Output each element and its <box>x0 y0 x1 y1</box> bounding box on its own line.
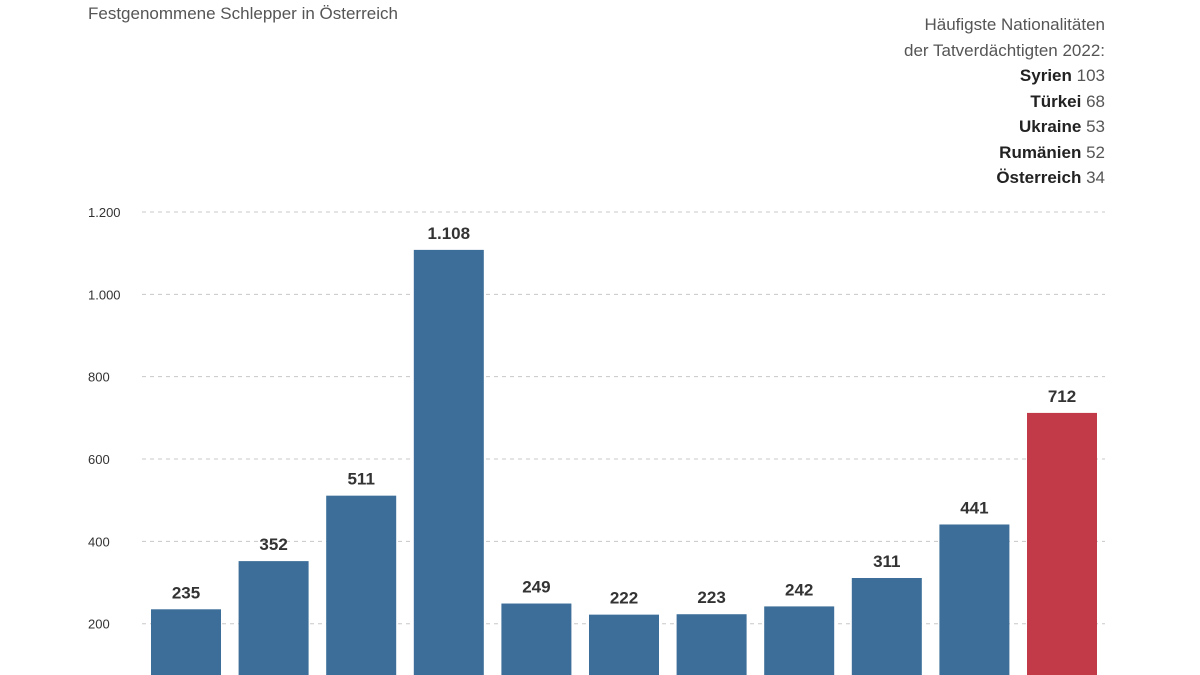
bar-value-label: 511 <box>347 470 374 489</box>
nationalities-list: Syrien 103 Türkei 68 Ukraine 53 Rumänien 52… <box>904 63 1105 191</box>
bar-value-label: 235 <box>172 583 200 602</box>
nationality-count: 52 <box>1081 142 1105 162</box>
bar <box>151 609 221 675</box>
nationality-count: 53 <box>1081 117 1105 136</box>
nationality-count: 68 <box>1081 91 1105 111</box>
y-tick-label: 1.200 <box>88 205 121 220</box>
bar-value-label: 1.108 <box>428 224 471 243</box>
nationality-item: Syrien 103 <box>904 63 1105 89</box>
nationalities-box: Häufigste Nationalitäten der Tatverdächt… <box>904 12 1105 191</box>
y-tick-label: 200 <box>88 617 110 632</box>
y-tick-label: 1.000 <box>88 287 121 302</box>
bar <box>413 249 484 675</box>
bar <box>676 614 747 675</box>
bar-value-label: 242 <box>785 580 813 599</box>
nationality-item: Türkei 68 <box>904 89 1105 115</box>
bar-value-label: 222 <box>610 589 638 608</box>
bar <box>851 578 922 675</box>
bar-value-label: 712 <box>1048 387 1076 406</box>
bar-value-label: 223 <box>697 588 725 607</box>
y-tick-label: 400 <box>88 534 110 549</box>
nationality-count: 34 <box>1081 168 1105 187</box>
nationality-item: Österreich 34 <box>904 165 1105 191</box>
bar-value-label: 249 <box>522 578 550 597</box>
bar <box>764 606 835 675</box>
bar <box>1027 412 1097 675</box>
bar-value-label: 441 <box>960 498 988 517</box>
bar <box>939 524 1010 675</box>
bar <box>589 614 659 675</box>
bar-value-label: 311 <box>873 552 900 571</box>
nationalities-title-line-2: der Tatverdächtigten 2022: <box>904 40 1105 60</box>
nationality-name: Ukraine <box>1018 117 1082 136</box>
nationality-item: Rumänien 52 <box>904 140 1105 166</box>
nationality-count: 103 <box>1071 66 1105 85</box>
y-tick-label: 600 <box>88 452 110 467</box>
nationalities-title-line-1: Häufigste Nationalitäten <box>924 15 1105 34</box>
bar <box>326 495 397 675</box>
bar-value-label: 352 <box>259 535 287 554</box>
bar <box>501 603 572 675</box>
nationality-name: Syrien <box>1019 66 1072 85</box>
nationality-name: Rumänien <box>999 142 1082 162</box>
nationality-name: Türkei <box>1030 91 1082 111</box>
bar <box>238 561 309 675</box>
y-tick-label: 800 <box>88 370 110 385</box>
nationality-item: Ukraine 53 <box>904 114 1105 140</box>
nationality-name: Österreich <box>996 168 1082 187</box>
chart-subtitle: Festgenommene Schlepper in Österreich <box>88 4 398 23</box>
